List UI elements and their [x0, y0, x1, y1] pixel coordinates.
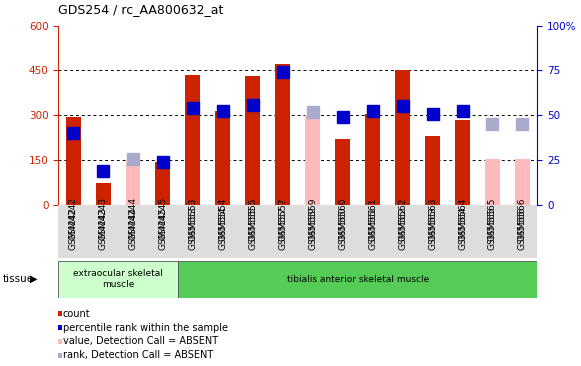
Bar: [365, 114, 380, 205]
Bar: [245, 76, 260, 205]
Bar: [95, 183, 110, 205]
Bar: [275, 64, 290, 205]
Text: rank, Detection Call = ABSENT: rank, Detection Call = ABSENT: [63, 350, 213, 361]
Text: GSM5555: GSM5555: [248, 206, 257, 250]
Text: GSM4242: GSM4242: [69, 206, 78, 250]
Text: GSM4245: GSM4245: [159, 206, 167, 250]
Text: ▶: ▶: [30, 274, 38, 284]
FancyBboxPatch shape: [58, 261, 178, 298]
Text: GSM5553: GSM5553: [188, 206, 198, 250]
Bar: [156, 162, 170, 205]
Text: GSM5564: GSM5564: [458, 206, 467, 250]
Text: GSM5554: GSM5554: [218, 206, 227, 250]
Bar: [515, 158, 530, 205]
Bar: [395, 71, 410, 205]
Bar: [185, 75, 200, 205]
Text: percentile rank within the sample: percentile rank within the sample: [63, 322, 228, 333]
Text: GSM5557: GSM5557: [278, 206, 287, 250]
Bar: [335, 139, 350, 205]
Text: GSM5562: GSM5562: [398, 206, 407, 250]
Text: GSM5563: GSM5563: [428, 206, 437, 250]
Text: count: count: [63, 309, 91, 319]
Text: GSM5565: GSM5565: [488, 206, 497, 250]
Text: GSM5560: GSM5560: [338, 206, 347, 250]
Text: value, Detection Call = ABSENT: value, Detection Call = ABSENT: [63, 336, 218, 347]
Bar: [305, 115, 320, 205]
Bar: [455, 120, 470, 205]
Bar: [66, 117, 81, 205]
Text: tissue: tissue: [3, 274, 34, 284]
Text: extraocular skeletal
muscle: extraocular skeletal muscle: [73, 269, 163, 289]
Text: GSM4243: GSM4243: [99, 206, 107, 250]
FancyBboxPatch shape: [178, 261, 537, 298]
Text: GSM5559: GSM5559: [309, 206, 317, 250]
Bar: [125, 162, 141, 205]
Bar: [485, 158, 500, 205]
Text: GSM4244: GSM4244: [128, 206, 138, 250]
Bar: [216, 111, 230, 205]
Text: GSM5561: GSM5561: [368, 206, 377, 250]
Text: GSM5566: GSM5566: [518, 206, 527, 250]
Text: tibialis anterior skeletal muscle: tibialis anterior skeletal muscle: [286, 274, 429, 284]
Text: GDS254 / rc_AA800632_at: GDS254 / rc_AA800632_at: [58, 3, 224, 16]
Bar: [425, 136, 440, 205]
